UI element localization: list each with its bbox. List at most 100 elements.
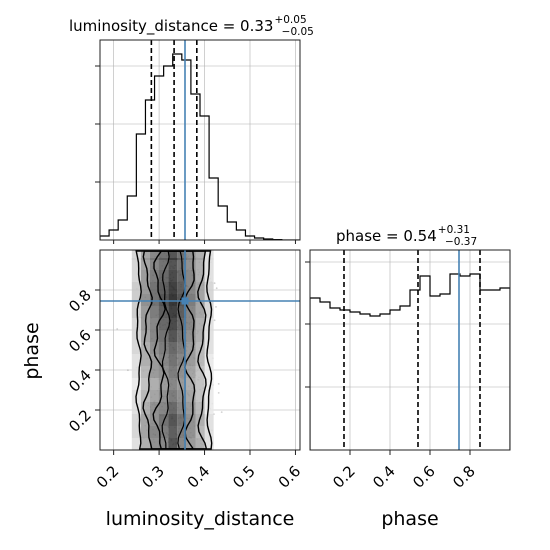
density-cell [204,438,214,450]
x-tick-label: 0.6 [275,462,305,492]
density-cell [168,402,178,414]
density-cell [168,282,178,294]
x-tick-label: 0.4 [184,462,214,492]
density-cell [150,270,160,282]
density-cell [140,294,150,306]
histogram-step-line [100,53,300,240]
truth-marker [181,297,189,305]
density-cell [195,330,205,342]
density-cell [150,438,160,450]
density-cell [150,250,160,260]
histogram [100,53,300,240]
density-cell [131,258,141,270]
density-cell [195,318,205,330]
density-cell [168,378,178,390]
ticks [95,65,296,244]
density-cell [186,438,196,450]
density-cell [168,270,178,282]
quantile-lines [150,40,198,240]
density-cell [195,354,205,366]
density-cell [204,378,214,390]
title-plus: +0.31 [438,224,470,236]
density-cell [204,354,214,366]
density-cell [177,438,187,450]
density-cell [177,270,187,282]
contour-inner [152,250,196,450]
density-cell [159,426,169,438]
x-axis-label: phase [381,508,438,530]
density-cell [150,390,160,402]
density-cell [186,378,196,390]
quantile-lines [343,250,481,450]
density-cell [159,402,169,414]
density-cell [186,390,196,402]
x-tick-label: 0.6 [409,462,439,492]
density-cell [150,378,160,390]
density-cell [168,354,178,366]
sample-point [215,287,218,290]
density-cell [150,354,160,366]
density-cell [186,366,196,378]
axes-frame [99,249,301,451]
density-cell [177,390,187,402]
density-cell [131,378,141,390]
sample-point [116,328,119,330]
histogram-step-line [310,273,510,450]
density-cell [195,250,205,260]
density-cell [140,366,150,378]
density-cell [159,378,169,390]
density-cell [159,250,169,260]
density-cell [177,342,187,354]
density-cell [195,378,205,390]
density-cell [140,414,150,426]
density-cell [204,366,214,378]
y-axis-label: phase [21,322,43,379]
density-cell [186,318,196,330]
panel-2d-density: 0.2 0.3 0.4 0.5 0.6 0.2 0.4 0.6 0.8 luminosity_d… [21,249,305,530]
density-cell [150,282,160,294]
axes-frame [99,39,301,241]
density-cell [177,282,187,294]
density-cell [186,270,196,282]
density-cell [186,258,196,270]
contours [135,250,213,450]
density-cell [204,414,214,426]
contour-outer [135,250,213,450]
x-tick-label: 0.5 [229,462,259,492]
density-cell [131,438,141,450]
density-cell [159,330,169,342]
sample-point [213,319,216,322]
grid-lines [100,40,300,240]
density-cell [186,402,196,414]
title-minus: −0.05 [282,26,314,38]
y-tick-label: 0.8 [65,286,95,316]
density-cell [177,330,187,342]
density-cell [140,306,150,318]
density-cell [159,282,169,294]
title-main: phase = 0.54 [336,227,437,245]
density-cell [177,354,187,366]
density-cell [186,354,196,366]
density-cell [131,342,141,354]
title-phase: phase = 0.54+0.31 −0.37 [336,224,477,248]
density-cell [140,390,150,402]
grid-lines [310,250,510,450]
x-tick-label: 0.2 [329,462,359,492]
density-cell [140,354,150,366]
density-cell [168,366,178,378]
density-cell [131,366,141,378]
panel-phase-hist: 0.2 0.4 0.6 0.8 phase = 0.54+0.31 −0.37 phas… [305,224,511,530]
contour-middle [142,250,208,450]
sample-point [220,411,223,413]
density-cell [177,366,187,378]
ticks: 0.2 0.4 0.6 0.8 [305,261,479,492]
title-luminosity-distance: luminosity_distance = 0.33+0.05 −0.05 [69,14,314,38]
contour-core [161,250,186,450]
density-cell [131,282,141,294]
density-cell [159,390,169,402]
density-cell [140,378,150,390]
sample-point [217,392,220,394]
density-cell [195,282,205,294]
x-tick-label: 0.4 [369,462,399,492]
